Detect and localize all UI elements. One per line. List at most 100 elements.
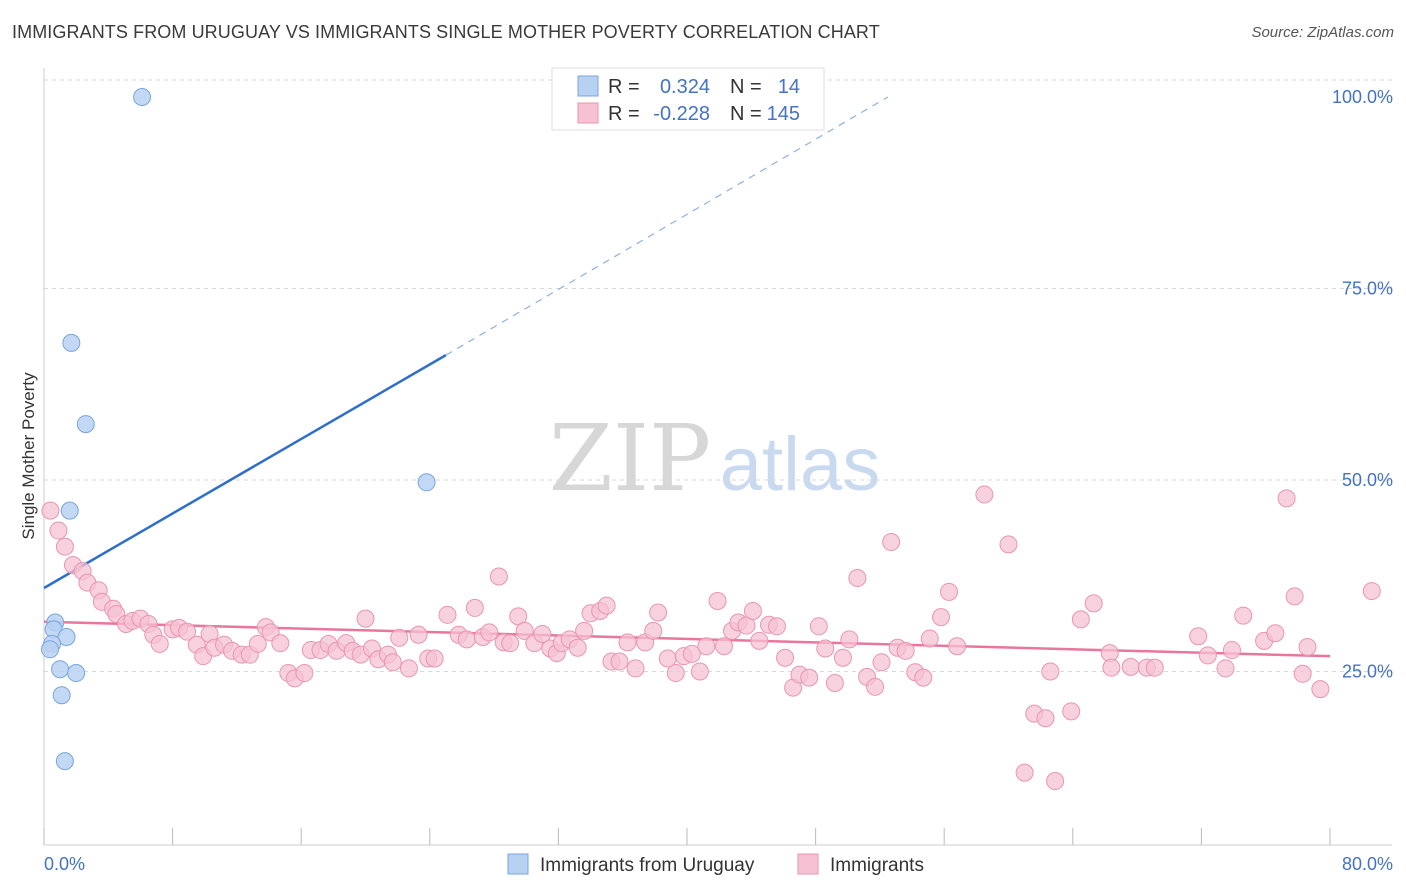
scatter-point-immigrants (1036, 709, 1055, 728)
legend-series: Immigrants from Uruguay Immigrants (507, 853, 924, 876)
trend-line-uruguay-extension (445, 96, 889, 356)
scatter-point-immigrants (768, 617, 787, 636)
scatter-point-uruguay (76, 415, 95, 434)
scatter-point-immigrants (816, 639, 835, 658)
scatter-point-immigrants (489, 567, 508, 586)
scatter-point-immigrants (1102, 658, 1121, 677)
scatter-point-uruguay (133, 88, 152, 106)
scatter-point-uruguay (60, 501, 79, 520)
scatter-point-immigrants (1121, 657, 1140, 676)
watermark-zip: ZIP (549, 405, 711, 512)
scatter-point-immigrants (914, 668, 933, 687)
scatter-point-immigrants (750, 631, 769, 650)
scatter-point-immigrants (610, 652, 629, 671)
legend-n-label-1: N = (730, 76, 762, 98)
scatter-point-immigrants (271, 634, 290, 653)
scatter-point-immigrants (626, 659, 645, 678)
trend-line-uruguay (43, 354, 447, 590)
legend-r-value-2: -0.228 (653, 103, 710, 125)
legend-stats-swatch-pink (577, 102, 599, 124)
scatter-point-immigrants (882, 533, 901, 552)
scatter-point-immigrants (1062, 702, 1081, 721)
y-tick-label: 25.0% (1342, 662, 1393, 682)
scatter-point-immigrants (515, 621, 534, 640)
scatter-point-immigrants (1285, 587, 1304, 606)
scatter-point-immigrants (1216, 659, 1235, 678)
scatter-point-immigrants (1015, 763, 1034, 782)
scatter-point-immigrants (390, 628, 409, 647)
scatter-point-immigrants (1145, 658, 1164, 677)
scatter-point-immigrants (465, 598, 484, 617)
scatter-point-immigrants (833, 648, 852, 667)
scatter-point-immigrants (618, 633, 637, 652)
scatter-point-immigrants (896, 641, 915, 660)
x-axis-ticks (43, 828, 1331, 845)
scatter-point-immigrants (714, 637, 733, 656)
x-tick-label-max: 80.0% (1342, 854, 1393, 874)
scatter-point-uruguay (55, 752, 74, 771)
scatter-point-immigrants (682, 644, 701, 663)
scatter-point-immigrants (295, 664, 314, 683)
scatter-point-immigrants (999, 535, 1018, 554)
scatter-point-immigrants (1362, 582, 1381, 601)
scatter-point-immigrants (568, 638, 587, 657)
legend-swatch-immigrants (797, 853, 819, 875)
legend-label-immigrants: Immigrants (830, 855, 924, 876)
legend-r-label-1: R = (608, 76, 640, 98)
scatter-point-immigrants (399, 659, 418, 678)
y-axis-tick-labels: 25.0% 50.0% 75.0% 100.0% (1332, 87, 1393, 682)
y-tick-label: 100.0% (1332, 87, 1393, 107)
scatter-point-immigrants (931, 608, 950, 627)
scatter-point-immigrants (872, 653, 891, 672)
scatter-point-immigrants (743, 601, 762, 620)
axes (43, 68, 1392, 846)
legend-n-value-2: 145 (767, 103, 800, 125)
scatter-point-immigrants (1277, 489, 1296, 508)
y-tick-label: 50.0% (1342, 470, 1393, 490)
scatter-point-immigrants (248, 634, 267, 653)
scatter-point-immigrants (55, 537, 74, 556)
scatter-point-immigrants (1266, 624, 1285, 643)
legend-r-label-2: R = (608, 103, 640, 125)
grid-lines (44, 79, 1392, 672)
scatter-point-immigrants (1084, 594, 1103, 613)
scatter-point-immigrants (1311, 680, 1330, 699)
watermark-atlas: atlas (720, 422, 881, 507)
chart-source: Source: ZipAtlas.com (1251, 24, 1394, 41)
scatter-point-immigrants (920, 629, 939, 648)
scatter-point-uruguay (62, 333, 81, 352)
scatter-point-immigrants (1222, 641, 1241, 660)
scatter-point-immigrants (501, 634, 520, 653)
scatter-point-immigrants (1234, 606, 1253, 625)
scatter-point-uruguay (52, 686, 71, 705)
scatter-point-uruguay (41, 640, 59, 659)
scatter-point-immigrants (383, 653, 402, 672)
scatter-point-immigrants (975, 485, 994, 504)
y-axis-label: Single Mother Poverty (19, 372, 38, 540)
scatter-point-immigrants (1046, 772, 1065, 791)
scatter-point-immigrants (1293, 664, 1312, 683)
scatter-point-immigrants (776, 648, 795, 667)
scatter-point-immigrants (457, 630, 476, 649)
scatter-point-immigrants (597, 596, 616, 615)
legend-swatch-uruguay (507, 853, 529, 875)
scatter-point-immigrants (41, 501, 60, 520)
legend-n-value-1: 14 (778, 76, 800, 98)
scatter-point-immigrants (848, 569, 867, 588)
scatter-point-immigrants (1189, 627, 1208, 646)
scatter-point-immigrants (178, 622, 197, 641)
legend-n-label-2: N = (730, 103, 762, 125)
scatter-point-immigrants (708, 592, 727, 611)
scatter-point-immigrants (49, 521, 68, 540)
scatter-point-immigrants (409, 625, 428, 644)
scatter-point-immigrants (940, 582, 959, 601)
series-uruguay-points (41, 88, 436, 771)
legend-stats-swatch-blue (577, 75, 599, 97)
scatter-point-immigrants (644, 621, 663, 640)
watermark: ZIP atlas (549, 405, 880, 512)
scatter-point-immigrants (533, 624, 552, 643)
scatter-point-immigrants (1298, 637, 1317, 656)
scatter-point-immigrants (425, 649, 444, 668)
